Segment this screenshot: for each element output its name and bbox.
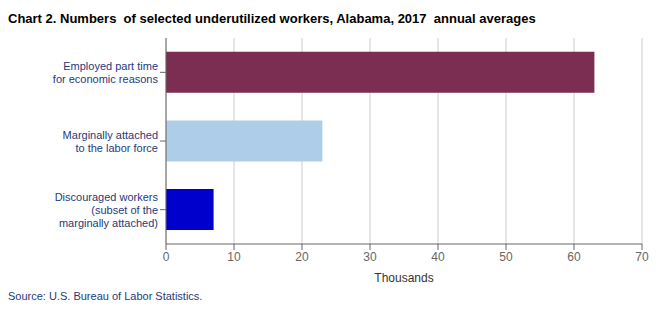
svg-text:10: 10 — [227, 250, 241, 264]
svg-text:50: 50 — [499, 250, 513, 264]
svg-text:0: 0 — [163, 250, 170, 264]
svg-text:20: 20 — [295, 250, 309, 264]
svg-text:Thousands: Thousands — [374, 271, 433, 285]
svg-text:70: 70 — [635, 250, 649, 264]
svg-text:40: 40 — [431, 250, 445, 264]
svg-text:Discouraged workers(subset of: Discouraged workers(subset of themargina… — [55, 191, 159, 229]
svg-text:60: 60 — [567, 250, 581, 264]
svg-text:30: 30 — [363, 250, 377, 264]
html-text:Chart 2. Numbers of selected u: Chart 2. Numbers of selected underutiliz… — [8, 11, 536, 26]
svg-text:Employed part timefor economic: Employed part timefor economic reasons — [53, 60, 159, 85]
svg-text:Marginally attachedto the labo: Marginally attachedto the labor force — [63, 129, 158, 154]
html-text:Source: U.S. Bureau of Labor S: Source: U.S. Bureau of Labor Statistics. — [8, 290, 203, 302]
